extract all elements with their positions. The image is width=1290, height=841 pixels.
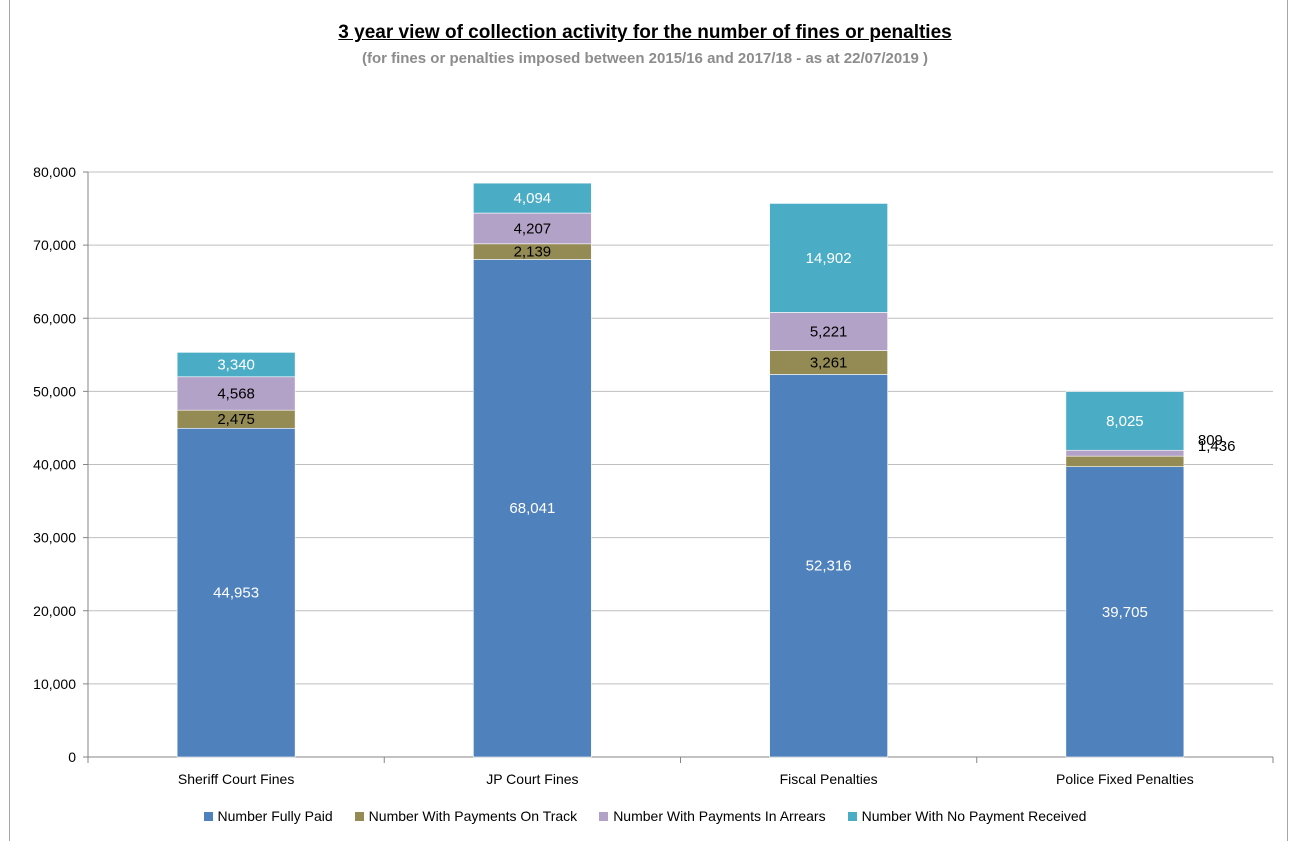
legend-swatch xyxy=(204,812,213,821)
data-label: 39,705 xyxy=(1102,604,1148,621)
data-label: 14,902 xyxy=(806,250,852,267)
data-label: 44,953 xyxy=(213,585,259,602)
data-label: 809 xyxy=(1198,432,1223,449)
y-tick-label: 0 xyxy=(68,749,76,765)
data-label: 4,207 xyxy=(514,220,552,237)
legend-label: Number With Payments In Arrears xyxy=(613,808,825,824)
data-label: 3,340 xyxy=(217,357,255,374)
chart-plot: 0 10,000 20,000 30,000 40,000 50,000 60,000 70,… xyxy=(0,0,1290,800)
legend-label: Number With Payments On Track xyxy=(369,808,578,824)
y-tick-label: 60,000 xyxy=(33,310,76,326)
legend-item: Number With Payments In Arrears xyxy=(599,808,825,824)
legend-item: Number With Payments On Track xyxy=(355,808,578,824)
data-label: 4,094 xyxy=(514,190,552,207)
legend-swatch xyxy=(848,812,857,821)
y-tick-label: 10,000 xyxy=(33,676,76,692)
legend-swatch xyxy=(599,812,608,821)
chart-legend: Number Fully Paid Number With Payments On… xyxy=(0,808,1290,824)
data-label: 2,139 xyxy=(514,244,552,261)
legend-label: Number With No Payment Received xyxy=(862,808,1087,824)
data-label: 2,475 xyxy=(217,411,255,428)
data-label: 5,221 xyxy=(810,324,848,341)
y-tick-label: 50,000 xyxy=(33,383,76,399)
x-tick-label: Sheriff Court Fines xyxy=(178,771,294,787)
legend-item: Number Fully Paid xyxy=(204,808,333,824)
x-tick-label: Police Fixed Penalties xyxy=(1056,771,1194,787)
bar-segment xyxy=(1066,456,1184,467)
x-tick-label: JP Court Fines xyxy=(486,771,578,787)
bar-segment xyxy=(1066,450,1184,456)
y-tick-label: 70,000 xyxy=(33,237,76,253)
x-tick-label: Fiscal Penalties xyxy=(780,771,878,787)
data-label: 52,316 xyxy=(806,558,852,575)
y-tick-label: 40,000 xyxy=(33,457,76,473)
y-tick-label: 20,000 xyxy=(33,603,76,619)
y-tick-label: 30,000 xyxy=(33,530,76,546)
data-label: 3,261 xyxy=(810,355,848,372)
data-label: 8,025 xyxy=(1106,413,1144,430)
data-label: 4,568 xyxy=(217,385,255,402)
legend-label: Number Fully Paid xyxy=(218,808,333,824)
y-tick-label: 80,000 xyxy=(33,164,76,180)
legend-swatch xyxy=(355,812,364,821)
data-label: 68,041 xyxy=(509,500,555,517)
legend-item: Number With No Payment Received xyxy=(848,808,1087,824)
